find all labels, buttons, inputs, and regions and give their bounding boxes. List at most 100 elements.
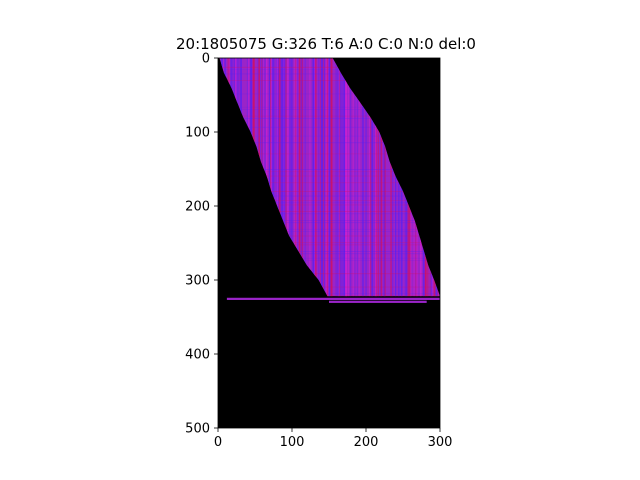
row-striation — [219, 235, 440, 237]
column-stripe — [298, 58, 301, 297]
row-striation — [219, 222, 440, 224]
y-tick-label: 500 — [185, 422, 210, 437]
x-tick-label: 300 — [428, 435, 453, 450]
row-striation — [219, 242, 440, 244]
column-stripe — [268, 58, 270, 297]
row-striation — [219, 135, 440, 137]
column-stripe — [330, 58, 333, 297]
plot-area — [218, 58, 440, 428]
column-stripe — [371, 58, 374, 297]
row-striation — [219, 213, 440, 215]
row-striation — [219, 169, 440, 170]
row-striation — [219, 117, 440, 119]
column-stripe — [395, 58, 397, 297]
column-stripe — [362, 58, 364, 297]
row-striation — [219, 228, 440, 230]
column-stripe — [282, 58, 285, 297]
column-stripe — [343, 58, 345, 297]
column-stripe — [365, 58, 368, 297]
column-stripe — [392, 58, 394, 297]
row-striation — [219, 66, 440, 68]
row-striation — [219, 69, 440, 70]
row-striation — [219, 286, 440, 288]
column-stripe — [377, 58, 379, 297]
column-stripe — [304, 58, 306, 297]
x-tick-label: 0 — [214, 435, 222, 450]
column-stripe — [325, 58, 328, 297]
row-striation — [219, 220, 440, 221]
row-striation — [219, 260, 440, 261]
row-striation — [219, 293, 440, 295]
column-stripe — [390, 58, 392, 297]
row-striation — [219, 211, 440, 212]
row-striation — [219, 251, 440, 252]
y-tick-label: 400 — [185, 348, 210, 363]
column-stripe — [309, 58, 311, 297]
column-stripe — [352, 58, 354, 297]
row-striation — [219, 153, 440, 155]
column-stripe — [315, 58, 317, 297]
row-striation — [219, 73, 440, 75]
row-striation — [219, 191, 440, 192]
column-stripe — [284, 58, 286, 297]
column-stripe — [380, 58, 383, 297]
column-stripe — [301, 58, 303, 297]
row-striation — [219, 175, 440, 177]
column-stripe — [314, 58, 316, 297]
row-striation — [219, 202, 440, 204]
column-stripe — [280, 58, 283, 297]
column-stripe — [294, 58, 297, 297]
column-stripe — [300, 58, 303, 297]
column-stripe — [338, 58, 340, 297]
column-stripe — [326, 58, 329, 297]
column-stripe — [347, 58, 350, 297]
row-striation — [219, 253, 440, 255]
column-stripe — [285, 58, 287, 297]
column-stripe — [281, 58, 284, 297]
x-tick-label: 100 — [280, 435, 305, 450]
row-striation — [219, 231, 440, 232]
row-striation — [219, 244, 440, 246]
row-striation — [219, 80, 440, 81]
column-stripe — [335, 58, 337, 297]
y-tick-label: 300 — [185, 274, 210, 289]
row-striation — [219, 106, 440, 108]
column-stripe — [272, 58, 275, 297]
axes: 0 100 200 300 0 100 200 300 400 500 — [185, 52, 452, 451]
column-stripe — [339, 58, 341, 297]
column-stripe — [292, 58, 293, 297]
row-striation — [219, 109, 440, 110]
column-stripe — [271, 58, 274, 297]
column-stripe — [370, 58, 373, 297]
column-stripe — [328, 58, 331, 297]
column-stripe — [294, 58, 296, 297]
column-stripe — [320, 58, 323, 297]
column-stripe — [277, 58, 280, 297]
row-striation — [219, 115, 440, 117]
column-stripe — [323, 58, 326, 297]
column-stripe — [345, 58, 348, 297]
column-stripe — [283, 58, 285, 297]
column-stripe — [342, 58, 344, 297]
y-tick-label: 100 — [185, 126, 210, 141]
column-stripe — [358, 58, 361, 297]
column-stripe — [327, 58, 329, 297]
y-tick-label: 200 — [185, 200, 210, 215]
column-stripe — [373, 58, 375, 297]
axes-frame — [217, 57, 441, 429]
column-stripe — [356, 58, 359, 297]
x-tick-label: 200 — [354, 435, 379, 450]
column-stripe — [291, 58, 293, 297]
row-striation — [219, 195, 440, 197]
row-striation — [219, 200, 440, 201]
column-stripe — [290, 58, 292, 297]
column-stripe — [340, 58, 342, 297]
column-stripe — [337, 58, 340, 297]
y-tick-label: 0 — [202, 52, 210, 67]
column-stripe — [269, 58, 272, 297]
column-stripe — [383, 58, 386, 297]
column-stripe — [276, 58, 279, 297]
row-striation — [219, 257, 440, 259]
column-stripe — [270, 58, 273, 297]
